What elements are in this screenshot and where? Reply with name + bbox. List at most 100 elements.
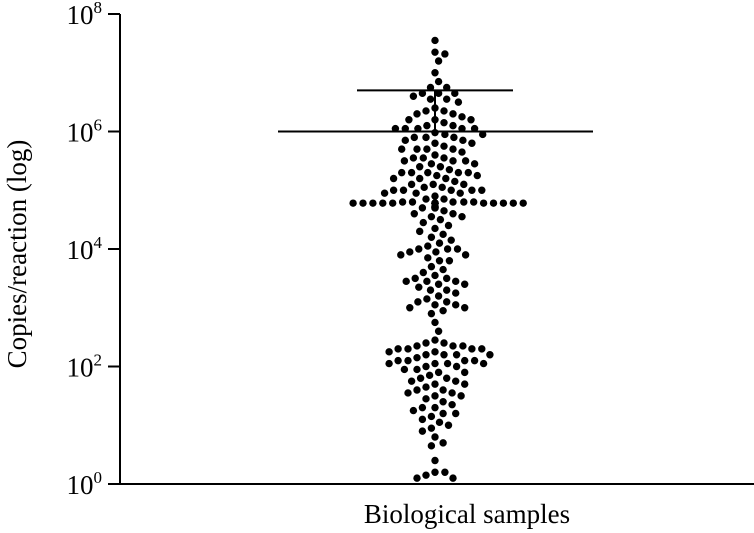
data-point (385, 359, 393, 368)
data-point (404, 345, 412, 353)
data-point (426, 83, 435, 92)
data-point (427, 442, 436, 450)
data-point (431, 69, 439, 77)
data-point (410, 133, 418, 142)
data-point (419, 268, 427, 277)
data-point (461, 368, 469, 377)
data-point (438, 183, 446, 192)
data-point (441, 468, 449, 476)
y-tick-label: 100 (67, 468, 103, 500)
data-point (448, 400, 456, 409)
data-point (408, 198, 417, 206)
data-point (452, 277, 460, 286)
data-point (400, 365, 409, 374)
data-point (444, 221, 453, 230)
data-point (452, 301, 460, 309)
data-point (486, 351, 494, 359)
data-point (432, 248, 440, 256)
data-point (461, 251, 470, 259)
data-point (519, 199, 527, 207)
data-point (439, 386, 447, 394)
data-point (418, 415, 427, 424)
data-point (416, 374, 425, 382)
data-points (349, 36, 527, 482)
data-point (431, 348, 439, 356)
data-point (431, 48, 439, 56)
data-point (419, 218, 427, 227)
data-point (416, 227, 424, 236)
data-point (411, 274, 419, 283)
data-point (398, 145, 406, 153)
data-point (434, 280, 443, 288)
data-point (449, 474, 457, 482)
data-point (452, 351, 461, 359)
data-point (409, 92, 418, 100)
data-point (413, 474, 421, 482)
data-point (385, 348, 393, 356)
data-point (443, 274, 451, 283)
data-point (389, 186, 398, 194)
data-point (489, 199, 498, 207)
data-point (413, 365, 421, 374)
y-tick-label: 102 (67, 351, 103, 383)
data-point (461, 280, 469, 288)
data-point (440, 118, 448, 127)
data-point (434, 57, 443, 65)
data-point (405, 116, 413, 124)
data-point (473, 171, 481, 180)
data-point (452, 362, 461, 371)
data-point (452, 409, 460, 418)
data-point (431, 116, 439, 124)
data-point (400, 157, 409, 165)
data-point (450, 133, 458, 142)
data-point (425, 371, 434, 380)
data-point (431, 36, 439, 45)
data-point (440, 351, 448, 359)
data-point (449, 121, 457, 130)
data-point (398, 168, 406, 177)
data-point (464, 168, 472, 177)
data-point (420, 183, 428, 192)
data-point (409, 154, 418, 162)
data-point (404, 389, 412, 397)
data-point (418, 204, 427, 212)
data-point (422, 362, 430, 371)
data-point (452, 289, 460, 297)
data-point (461, 304, 469, 312)
data-point (424, 254, 432, 262)
data-point (418, 89, 427, 98)
data-point (391, 124, 400, 133)
data-point (479, 359, 488, 368)
data-point (460, 180, 468, 189)
data-point (422, 383, 430, 391)
data-point (424, 242, 432, 250)
data-point (449, 210, 457, 218)
data-point (468, 345, 476, 353)
data-point (449, 342, 457, 350)
data-point (413, 110, 421, 118)
data-point (418, 427, 427, 435)
data-point (456, 189, 464, 197)
data-point (439, 265, 447, 274)
data-point (434, 368, 443, 377)
data-point (499, 199, 508, 207)
data-point (440, 195, 448, 203)
data-point (369, 199, 377, 207)
data-point (458, 148, 466, 156)
x-axis-label: Biological samples (364, 499, 570, 529)
data-point (440, 154, 448, 162)
data-point (431, 433, 439, 441)
data-point (431, 301, 439, 309)
data-point (416, 163, 424, 171)
data-point (449, 110, 457, 118)
data-point (407, 377, 416, 385)
data-point (445, 257, 454, 265)
data-point (427, 309, 436, 318)
data-point (427, 233, 436, 241)
data-point (431, 204, 439, 212)
data-point (406, 248, 414, 256)
data-point (449, 157, 457, 165)
data-point (461, 157, 470, 165)
data-point (431, 151, 439, 159)
